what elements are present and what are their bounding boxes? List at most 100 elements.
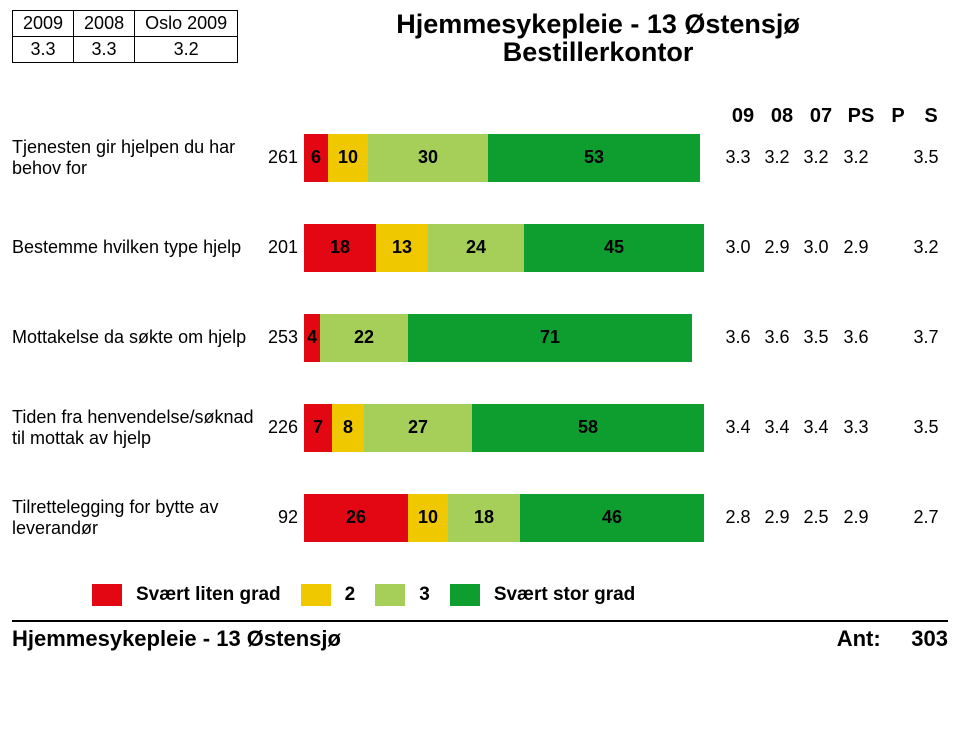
legend-label-4: Svært stor grad xyxy=(494,584,635,606)
legend-item-2: 2 xyxy=(301,584,356,606)
swatch-2 xyxy=(301,584,331,606)
chart-row: Tjenesten gir hjelpen du har behov for26… xyxy=(12,134,948,182)
row-label: Tiden fra henvendelse/søknad til mottak … xyxy=(12,407,262,448)
score-value: 2.7 xyxy=(913,507,939,528)
chart-row: Mottakelse da søkte om hjelp253422713.63… xyxy=(12,314,948,362)
col-s: S xyxy=(918,105,944,128)
score-column-headers: 09 08 07 PS P S xyxy=(12,105,944,128)
col-ps: PS xyxy=(844,105,878,128)
legend-label-2: 2 xyxy=(345,584,356,606)
chart-rows: Tjenesten gir hjelpen du har behov for26… xyxy=(12,134,948,542)
bar-segment: 58 xyxy=(472,404,704,452)
col-p: P xyxy=(885,105,911,128)
row-n: 226 xyxy=(262,417,304,438)
bar-segment: 27 xyxy=(364,404,472,452)
score-value: 2.5 xyxy=(800,507,832,528)
col-08: 08 xyxy=(766,105,798,128)
page-title: Hjemmesykepleie - 13 Østensjø Bestillerk… xyxy=(238,10,948,67)
header: 2009 2008 Oslo 2009 3.3 3.3 3.2 Hjemmesy… xyxy=(12,10,948,67)
score-value: 3.6 xyxy=(839,327,873,348)
score-value: 3.5 xyxy=(800,327,832,348)
title-line2: Bestillerkontor xyxy=(248,38,948,66)
legend-item-3: 3 xyxy=(375,584,430,606)
bar-segment: 18 xyxy=(448,494,520,542)
score-value: 3.0 xyxy=(800,237,832,258)
score-value: 3.0 xyxy=(722,237,754,258)
score-value: 2.9 xyxy=(761,507,793,528)
row-label: Tjenesten gir hjelpen du har behov for xyxy=(12,137,262,178)
bar-segment: 10 xyxy=(408,494,448,542)
row-scores: 3.6 3.6 3.5 3.6 3.7 xyxy=(722,327,939,348)
bar-segment: 18 xyxy=(304,224,376,272)
footer-right-value: 303 xyxy=(911,626,948,651)
row-scores: 3.02.93.02.93.2 xyxy=(722,237,939,258)
footer: Hjemmesykepleie - 13 Østensjø Ant: 303 xyxy=(12,620,948,652)
yt-h-oslo: Oslo 2009 xyxy=(135,11,238,37)
bar-segment: 8 xyxy=(332,404,364,452)
bar-segment: 45 xyxy=(524,224,704,272)
score-value xyxy=(880,327,906,348)
swatch-4 xyxy=(450,584,480,606)
score-value: 2.9 xyxy=(839,237,873,258)
row-scores: 3.43.43.43.33.5 xyxy=(722,417,939,438)
row-n: 253 xyxy=(262,327,304,348)
bar-segment: 71 xyxy=(408,314,692,362)
bar-segment: 53 xyxy=(488,134,700,182)
chart-row: Tiden fra henvendelse/søknad til mottak … xyxy=(12,404,948,452)
score-value: 2.9 xyxy=(839,507,873,528)
score-value: 2.9 xyxy=(761,237,793,258)
year-table: 2009 2008 Oslo 2009 3.3 3.3 3.2 xyxy=(12,10,238,63)
row-n: 201 xyxy=(262,237,304,258)
score-value xyxy=(880,237,906,258)
score-value: 3.4 xyxy=(800,417,832,438)
bar-segment: 24 xyxy=(428,224,524,272)
row-label: Bestemme hvilken type hjelp xyxy=(12,237,262,258)
score-value: 3.6 xyxy=(722,327,754,348)
legend-item-1: Svært liten grad xyxy=(92,584,281,606)
score-value: 3.2 xyxy=(800,147,832,168)
score-value: 3.5 xyxy=(913,147,939,168)
score-value: 3.2 xyxy=(839,147,873,168)
legend-label-3: 3 xyxy=(419,584,430,606)
footer-right-label: Ant: xyxy=(837,626,881,651)
legend-item-4: Svært stor grad xyxy=(450,584,635,606)
legend-label-1: Svært liten grad xyxy=(136,584,281,606)
swatch-1 xyxy=(92,584,122,606)
bar-segment: 13 xyxy=(376,224,428,272)
bar-segment: 30 xyxy=(368,134,488,182)
yt-h-2008: 2008 xyxy=(74,11,135,37)
swatch-3 xyxy=(375,584,405,606)
chart-row: Tilrettelegging for bytte av leverandør9… xyxy=(12,494,948,542)
row-scores: 2.82.92.52.92.7 xyxy=(722,507,939,528)
yt-v-oslo: 3.2 xyxy=(135,37,238,63)
legend: Svært liten grad 2 3 Svært stor grad xyxy=(92,584,948,606)
score-value: 3.6 xyxy=(761,327,793,348)
footer-right: Ant: 303 xyxy=(837,626,948,652)
row-n: 92 xyxy=(262,507,304,528)
stacked-bar: 26101846 xyxy=(304,494,704,542)
bar-segment: 46 xyxy=(520,494,704,542)
bar-segment: 6 xyxy=(304,134,328,182)
stacked-bar: 6103053 xyxy=(304,134,704,182)
stacked-bar: 18132445 xyxy=(304,224,704,272)
bar-segment: 4 xyxy=(304,314,320,362)
bar-segment: 7 xyxy=(304,404,332,452)
bar-segment: 26 xyxy=(304,494,408,542)
score-value: 3.7 xyxy=(913,327,939,348)
chart-row: Bestemme hvilken type hjelp20118132445 3.… xyxy=(12,224,948,272)
stacked-bar: 782758 xyxy=(304,404,704,452)
yt-h-2009: 2009 xyxy=(13,11,74,37)
yt-v-2008: 3.3 xyxy=(74,37,135,63)
bar-segment: 22 xyxy=(320,314,408,362)
score-value xyxy=(880,507,906,528)
score-value: 3.4 xyxy=(761,417,793,438)
score-value xyxy=(880,417,906,438)
score-value: 3.3 xyxy=(722,147,754,168)
score-value: 3.3 xyxy=(839,417,873,438)
score-value xyxy=(880,147,906,168)
stacked-bar: 42271 xyxy=(304,314,704,362)
row-label: Tilrettelegging for bytte av leverandør xyxy=(12,497,262,538)
score-value: 3.2 xyxy=(761,147,793,168)
bar-segment: 10 xyxy=(328,134,368,182)
row-n: 261 xyxy=(262,147,304,168)
